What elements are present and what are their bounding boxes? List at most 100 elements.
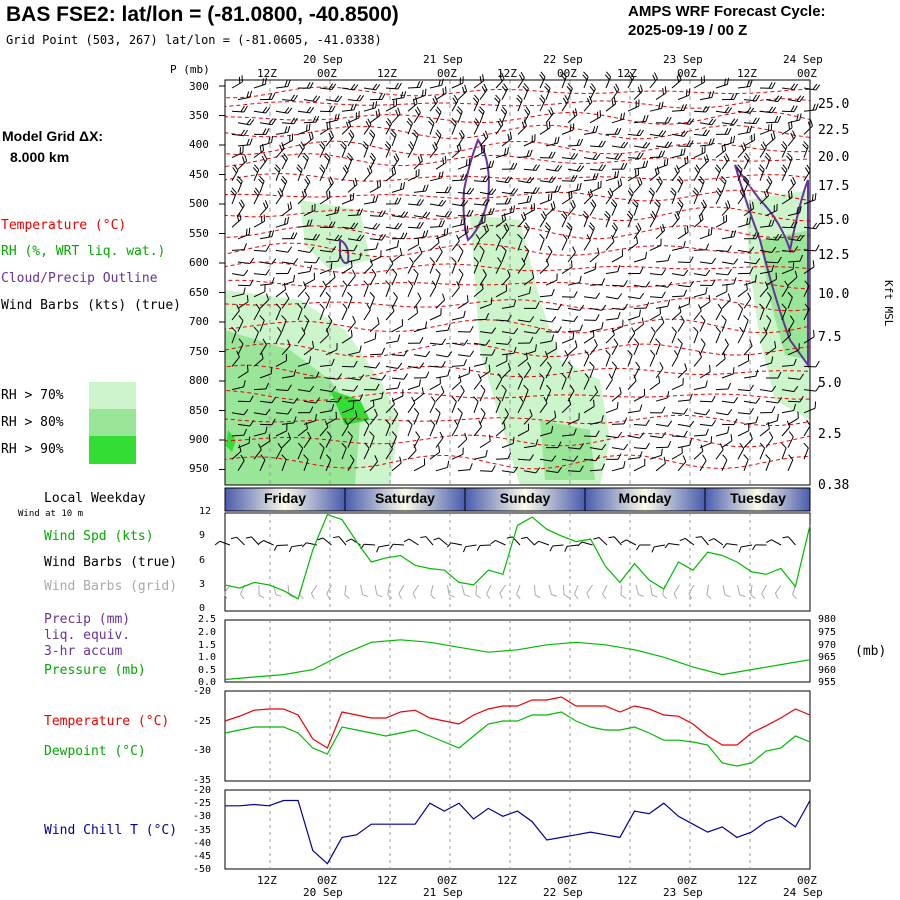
wind-barb [347,291,353,309]
wind-barb [715,143,727,158]
wind-barb [715,409,733,416]
wind-barb-shaft [451,401,457,413]
wind-barb-flag [601,278,606,285]
wind-barb-shaft [803,389,816,392]
wind-barb-shaft [605,354,611,367]
wind-barb-shaft [231,310,240,321]
wind-barb [237,338,244,356]
wind-barb-flag [304,178,309,185]
wind-barb-flag [293,117,298,124]
wind-barb-flag [766,189,770,196]
wind-barb [781,164,788,182]
wind-barb-flag [309,82,314,89]
wind-barb-flag [366,303,371,311]
wind-barb-shaft [451,123,457,135]
wind-barb-shaft [281,158,288,170]
wind-barb-flag [529,336,534,344]
wind-barb-flag [374,455,379,462]
wind-barb-shaft [699,160,709,170]
wind-barb-flag [345,121,349,129]
wind-barb-flag [680,315,685,322]
wind-barb-shaft [413,94,426,101]
wind-barb-flag [766,178,771,185]
wind-barb [362,141,369,158]
wind-barb [765,176,773,193]
wind-barb-flag [798,343,800,350]
wind-barb-shaft [567,419,580,425]
wind-barb-flag [275,164,281,170]
wind-barb-flag [416,106,421,113]
wind-barb-shaft [435,273,441,286]
wind-barb-true [476,544,492,551]
wind-barb [231,212,242,228]
wind-barb-shaft [721,236,734,240]
wind-barb-flag [695,164,701,171]
wind-barb [412,129,419,147]
wind-barb-flag [385,280,391,286]
wind-barb-flag [579,182,582,190]
wind-barb-shaft [303,121,317,124]
wind-barb-flag [658,130,664,137]
wind-barb [649,101,664,112]
wind-barb-flag [799,113,802,121]
wind-barb-shaft [611,89,620,100]
wind-barb-flag [793,83,799,90]
wind-barb [561,291,578,298]
wind-barb-flag [334,234,340,241]
wind-barb-flag [432,144,436,151]
wind-barb-flag [788,122,791,130]
wind-barb [539,233,545,251]
wind-barb-flag [243,380,246,387]
wind-barb-shaft [633,204,639,216]
wind-barb-shaft [781,426,791,437]
wind-barb-shaft [385,173,396,182]
wind-barb [319,385,337,393]
wind-barb [451,359,468,367]
wind-barb-shaft [633,343,640,355]
wind-barb-flag [505,222,510,230]
wind-barb [803,401,817,414]
wind-barb-shaft [341,266,353,275]
wind-barb-flag [400,91,404,99]
wind-barb-shaft [347,436,353,448]
wind-barb-shaft [231,81,243,89]
wind-barb [743,133,755,147]
wind-barb-flag [393,292,398,299]
wind-barb-shaft [583,458,596,462]
wind-barb-flag [594,262,597,270]
wind-barb [721,153,730,170]
wind-barb-flag [507,269,511,277]
wind-barb-shaft [501,352,514,356]
wind-barb-flag [488,161,492,168]
wind-barb-shaft [435,391,445,402]
wind-barb-flag [265,107,271,114]
wind-barb-shaft [561,404,572,414]
wind-barb-flag [567,83,573,89]
wind-barb-flag [812,222,818,229]
wind-barb [611,222,618,240]
wind-barb-flag [503,213,507,221]
wind-barb [369,93,386,101]
wind-barb [523,409,533,425]
wind-barb-flag [501,106,508,113]
wind-barb-true [766,539,782,546]
wind-barb-flag [312,233,317,240]
wind-barb [787,395,804,403]
wind-barb-flag [689,438,693,446]
wind-barb-flag [626,213,632,220]
wind-barb-shaft [495,427,506,437]
bottom-date-label: 22 Sep [543,886,583,899]
wind-barb-shaft [743,122,757,125]
wind-barb-shaft [341,285,348,298]
wind-barb-flag [305,292,310,298]
wind-barb-flag [786,155,792,162]
wind-barb-flag [240,129,246,136]
wind-barb-shaft [435,299,445,309]
wind-barb-flag [599,110,601,117]
wind-barb-shaft [259,159,268,170]
wind-barb [413,387,424,402]
barb-flag [638,594,645,597]
legend-rh: RH (%, WRT liq. wat.) [1,244,166,259]
wind-barb [567,340,578,356]
wind-barb-flag [614,153,620,160]
